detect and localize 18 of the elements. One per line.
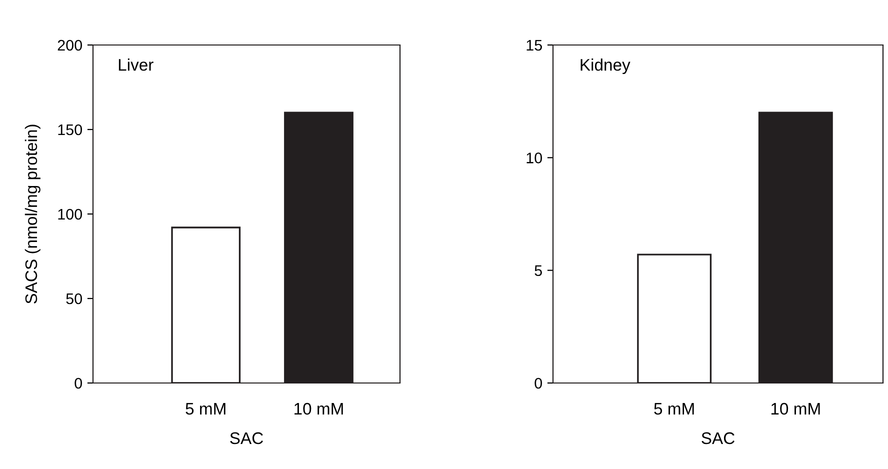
text: Kidney — [580, 58, 630, 74]
x-tick-label: 5 mM — [186, 403, 226, 415]
text: Liver — [118, 58, 154, 71]
x-tick-label: 10 mM — [771, 402, 820, 415]
x-axis-title: SAC — [230, 432, 263, 444]
y-axis-title: SACS (nmol/mg protein) — [24, 124, 40, 304]
x-tick-label: 10 mM — [294, 402, 343, 415]
x-tick-label: 5 mM — [654, 403, 694, 415]
y-tick-label: 150 — [58, 124, 82, 136]
y-tick-label: 15 — [526, 40, 542, 51]
x-axis-title: SAC — [702, 432, 734, 444]
y-tick-label: 50 — [66, 293, 82, 304]
y-tick-label: 100 — [58, 208, 82, 220]
y-tick-label: 10 — [526, 152, 542, 164]
y-tick-label: 5 — [534, 265, 542, 276]
y-tick-label: 0 — [74, 378, 82, 389]
y-tick-label: 200 — [58, 40, 82, 51]
y-tick-label: 0 — [534, 378, 542, 389]
